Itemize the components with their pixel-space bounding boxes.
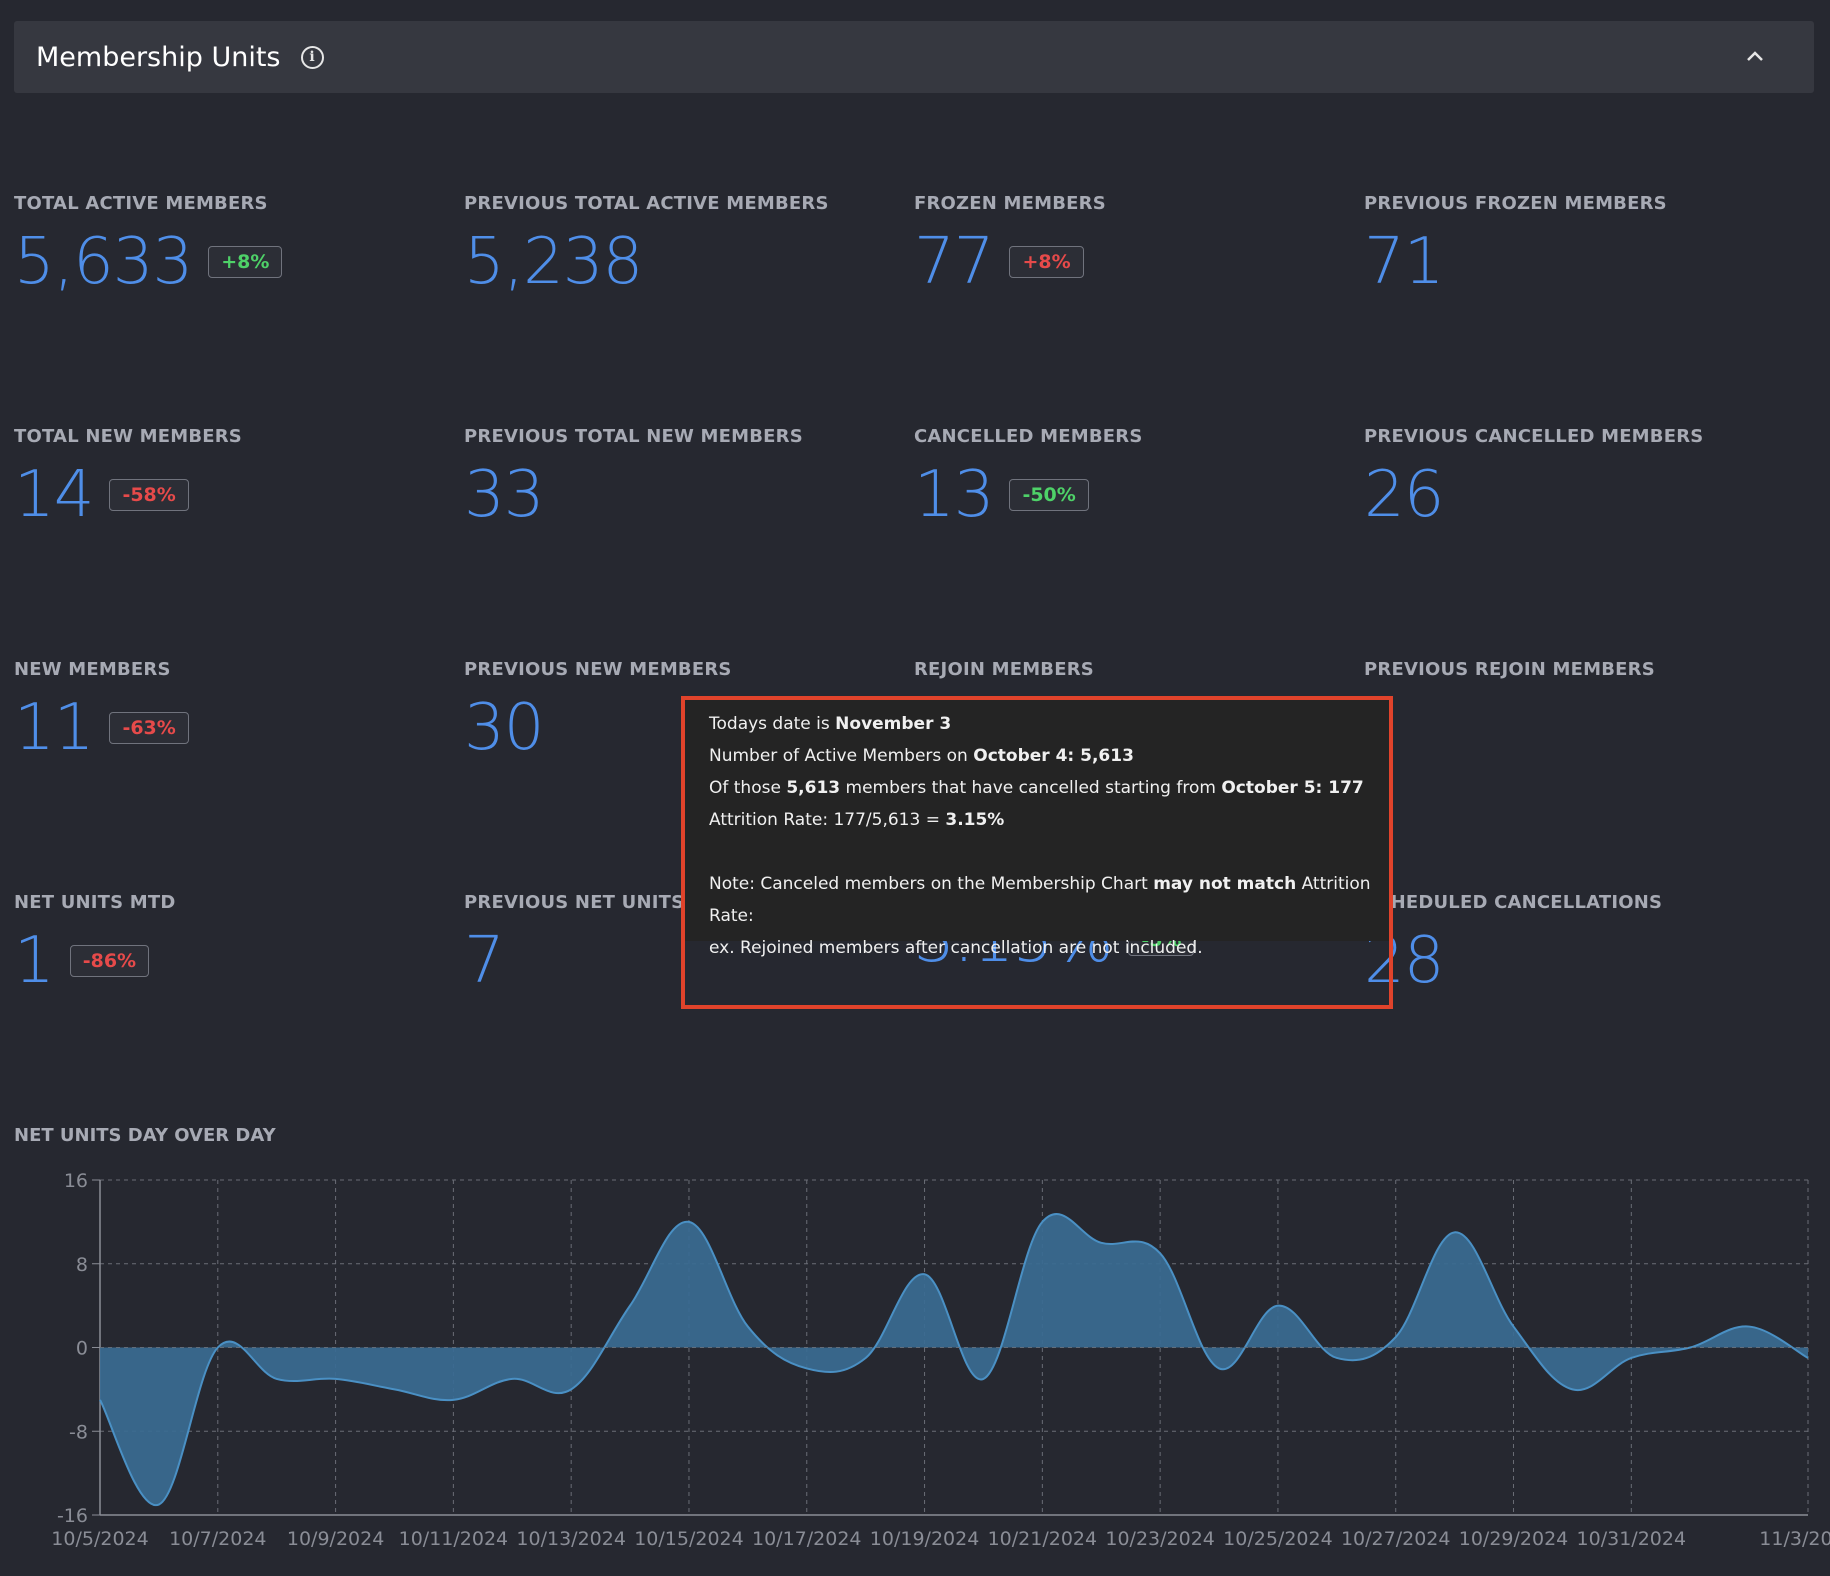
metric-card: FROZEN MEMBERS 77 +8%	[914, 193, 1354, 294]
x-tick-label: 10/9/2024	[287, 1528, 384, 1550]
metric-value: 7	[464, 924, 505, 998]
x-tick-label: 10/31/2024	[1577, 1528, 1687, 1550]
y-tick-label: 8	[76, 1254, 88, 1276]
section-header[interactable]: Membership Units i	[14, 21, 1814, 93]
metric-label: PREVIOUS CANCELLED MEMBERS	[1364, 426, 1704, 447]
metric-value: 5,633	[14, 225, 193, 299]
metric-card: PREVIOUS NET UNITS MTD 7	[464, 892, 904, 993]
x-tick-label: 11/3/2024	[1759, 1528, 1830, 1550]
metric-card: TOTAL NEW MEMBERS 14 -58%	[14, 426, 454, 527]
metric-value: 5,238	[464, 225, 643, 299]
change-badge: -86%	[69, 945, 150, 977]
change-badge: -58%	[109, 479, 189, 511]
metric-value: 14	[14, 458, 94, 532]
metric-label: SCHEDULED CANCELLATIONS	[1364, 892, 1663, 913]
metric-card: REJOIN MEMBERS	[914, 659, 1354, 696]
tooltip-note-line2: ex. Rejoined members after cancellation …	[709, 938, 1203, 958]
metric-label: PREVIOUS FROZEN MEMBERS	[1364, 193, 1667, 214]
x-tick-label: 10/13/2024	[516, 1528, 626, 1550]
metric-value: 26	[1364, 458, 1444, 532]
change-badge: +8%	[208, 246, 283, 278]
metric-value: 77	[914, 225, 994, 299]
x-tick-label: 10/27/2024	[1341, 1528, 1451, 1550]
metric-value: 13	[914, 458, 994, 532]
y-tick-label: 16	[64, 1170, 88, 1192]
x-tick-label: 10/23/2024	[1105, 1528, 1215, 1550]
metric-card: TOTAL ACTIVE MEMBERS 5,633 +8%	[14, 193, 454, 294]
metric-value: 11	[14, 691, 94, 765]
metric-label: REJOIN MEMBERS	[914, 659, 1094, 680]
area-fill	[100, 1213, 1808, 1506]
metric-card: PREVIOUS TOTAL ACTIVE MEMBERS 5,238	[464, 193, 904, 294]
metric-label: PREVIOUS NET UNITS MTD	[464, 892, 737, 913]
metric-card: NET UNITS MTD 1 -86%	[14, 892, 454, 993]
metric-card: PREVIOUS REJOIN MEMBERS	[1364, 659, 1804, 696]
metric-card: PREVIOUS TOTAL NEW MEMBERS 33	[464, 426, 904, 527]
x-tick-label: 10/19/2024	[870, 1528, 980, 1550]
change-badge: +8%	[1009, 246, 1084, 278]
y-tick-label: -16	[57, 1505, 88, 1527]
tooltip-line-active: Number of Active Members on October 4: 5…	[709, 746, 1134, 766]
metric-value: 33	[464, 458, 544, 532]
x-tick-label: 10/5/2024	[51, 1528, 148, 1550]
metric-value: 71	[1364, 225, 1444, 299]
metric-card: PREVIOUS CANCELLED MEMBERS 26	[1364, 426, 1804, 527]
change-badge: -63%	[109, 712, 189, 744]
metric-label: PREVIOUS NEW MEMBERS	[464, 659, 732, 680]
metric-label: NET UNITS MTD	[14, 892, 176, 913]
metric-label: FROZEN MEMBERS	[914, 193, 1106, 214]
tooltip-line-date: Todays date is November 3	[709, 714, 952, 734]
metric-label: PREVIOUS TOTAL NEW MEMBERS	[464, 426, 803, 447]
tooltip-line-cancelled: Of those 5,613 members that have cancell…	[709, 778, 1364, 798]
metric-card: NEW MEMBERS 11 -63%	[14, 659, 454, 760]
attrition-tooltip: Todays date is November 3 Number of Acti…	[685, 698, 1390, 958]
section-title: Membership Units	[36, 41, 281, 73]
metric-label: TOTAL ACTIVE MEMBERS	[14, 193, 268, 214]
chart-title: NET UNITS DAY OVER DAY	[14, 1125, 276, 1146]
y-tick-label: -8	[69, 1421, 88, 1443]
x-tick-label: 10/15/2024	[634, 1528, 744, 1550]
metric-value: 30	[464, 691, 544, 765]
metric-card: CANCELLED MEMBERS 13 -50%	[914, 426, 1354, 527]
metric-card: PREVIOUS FROZEN MEMBERS 71	[1364, 193, 1804, 294]
x-tick-label: 10/7/2024	[169, 1528, 266, 1550]
change-badge: -50%	[1009, 479, 1089, 511]
series-line	[99, 1213, 1809, 1506]
x-tick-label: 10/21/2024	[988, 1528, 1098, 1550]
x-tick-label: 10/25/2024	[1223, 1528, 1333, 1550]
tooltip-line-rate: Attrition Rate: 177/5,613 = 3.15%	[709, 810, 1005, 830]
metric-label: PREVIOUS TOTAL ACTIVE MEMBERS	[464, 193, 829, 214]
x-tick-label: 10/11/2024	[399, 1528, 509, 1550]
chevron-up-icon[interactable]	[1740, 41, 1770, 71]
x-tick-label: 10/17/2024	[752, 1528, 862, 1550]
info-circle-icon[interactable]: i	[300, 45, 324, 69]
metric-card: SCHEDULED CANCELLATIONS 28	[1364, 892, 1804, 993]
metric-label: NEW MEMBERS	[14, 659, 171, 680]
metric-value: 1	[14, 924, 55, 998]
tooltip-note: Note: Canceled members on the Membership…	[709, 874, 1371, 926]
metric-label: PREVIOUS REJOIN MEMBERS	[1364, 659, 1655, 680]
x-tick-label: 10/29/2024	[1459, 1528, 1569, 1550]
metric-label: CANCELLED MEMBERS	[914, 426, 1143, 447]
metric-card: PREVIOUS NEW MEMBERS 30	[464, 659, 904, 760]
metric-label: TOTAL NEW MEMBERS	[14, 426, 242, 447]
y-tick-label: 0	[76, 1338, 88, 1360]
